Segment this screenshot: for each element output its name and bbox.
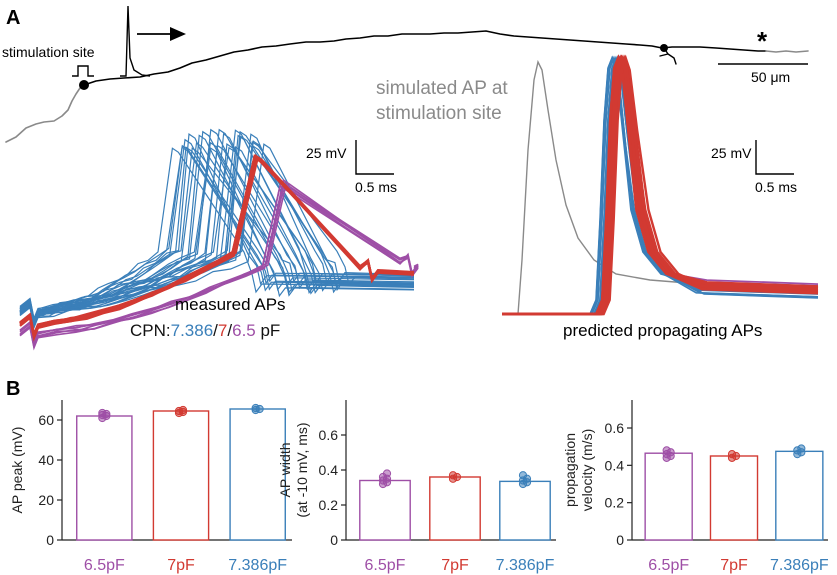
measured-aps-title: measured APs: [175, 295, 286, 314]
panel-a-label: A: [6, 7, 20, 29]
cpn-sep-2: /: [227, 321, 232, 340]
y-tick-label: 0.6: [605, 420, 625, 436]
data-point: [251, 403, 260, 413]
y-tick-label: 40: [38, 452, 54, 468]
bar: [359, 479, 411, 541]
predicted-aps-title: predicted propagating APs: [563, 321, 762, 340]
measured-trace-blue: [19, 140, 415, 327]
y-tick-label: 0: [330, 532, 338, 548]
axon-swelling: [660, 44, 668, 52]
y-axis-title: AP width: [277, 443, 293, 498]
bar: [775, 450, 824, 541]
bar: [499, 480, 551, 541]
y-tick-label: 20: [38, 492, 54, 508]
simulated-ap-label-line1: simulated AP at: [376, 78, 508, 99]
panel-b-label: B: [6, 378, 20, 400]
bar: [429, 476, 481, 541]
axon-gray-end: [765, 50, 809, 53]
y-tick-label: 0.2: [319, 497, 339, 513]
cpn-red: 7: [218, 321, 227, 340]
data-point: [382, 469, 392, 478]
y-axis-title: propagation: [562, 433, 578, 507]
category-label: 7.386pF: [228, 557, 287, 574]
data-point: [98, 408, 107, 418]
bar: [152, 410, 210, 541]
dendrite-gray-left: [5, 84, 85, 143]
category-label: 6.5pF: [84, 557, 125, 574]
data-point: [448, 471, 458, 480]
y-tick-label: 60: [38, 412, 54, 428]
measured-trace-purple: [19, 181, 419, 346]
stimulation-site-label: stimulation site: [2, 44, 95, 60]
bar-chart-propagation-velocity: 0 0.2 0.4 0.6 propagation velocity (m/s) 6.5pF…: [562, 400, 829, 574]
predicted-trace-red: [502, 54, 819, 316]
predicted-trace-red: [502, 54, 819, 316]
recording-site-asterisk: *: [757, 26, 768, 56]
y-tick-label: 0.4: [605, 457, 625, 473]
data-point: [662, 446, 671, 455]
category-label: 7pF: [167, 557, 195, 574]
bar: [76, 415, 133, 541]
ap-glyph-icon: [120, 5, 151, 77]
data-point: [797, 444, 806, 453]
bar: [644, 452, 693, 541]
category-label: 7.386pF: [770, 557, 829, 574]
predicted-trace-blue: [502, 55, 819, 315]
morphology-scale-label: 50 μm: [751, 69, 790, 85]
measured-trace-blue: [19, 143, 415, 326]
cpn-blue: 7.386: [171, 321, 214, 340]
data-point: [727, 450, 737, 459]
category-label: 6.5pF: [648, 557, 689, 574]
category-label: 7pF: [720, 557, 748, 574]
bar: [709, 455, 759, 541]
measured-ap-traces: [19, 128, 419, 351]
y-tick-label: 0.6: [319, 427, 339, 443]
stimulus-pulse-icon: [72, 65, 94, 77]
y-axis-title-line2: velocity (m/s): [579, 429, 595, 511]
measured-scale-time: 0.5 ms: [355, 179, 397, 195]
category-label: 7.386pF: [496, 557, 555, 574]
bar-chart-ap-peak: 0 20 40 60 AP peak (mV) 6.5pF 7pF 7.386pF: [9, 400, 292, 574]
cpn-prefix: CPN:: [130, 321, 171, 340]
simulated-ap-label-line2: stimulation site: [376, 103, 502, 124]
measured-scale-voltage: 25 mV: [306, 145, 347, 161]
predicted-scale-voltage: 25 mV: [711, 145, 752, 161]
simulated-ap-trace: [502, 59, 819, 315]
neuron-morphology: [5, 30, 809, 143]
measured-trace-red: [19, 154, 415, 340]
bar: [229, 408, 286, 541]
arrowhead-icon: [170, 27, 186, 41]
category-label: 7pF: [441, 557, 469, 574]
data-point: [518, 471, 528, 480]
measured-trace-blue: [19, 134, 415, 327]
predicted-scale-time: 0.5 ms: [755, 179, 797, 195]
predicted-scale-bar: [755, 140, 794, 175]
category-label: 6.5pF: [365, 557, 406, 574]
y-axis-title-line2: (at -10 mV, ms): [294, 422, 310, 517]
bar-chart-ap-width: 0 0.2 0.4 0.6 AP width (at -10 mV, ms) 6.5pF 7p…: [277, 400, 556, 574]
y-axis-title: AP peak (mV): [9, 427, 25, 514]
cpn-sep-1: /: [213, 321, 218, 340]
axon-black: [83, 30, 767, 86]
predicted-ap-traces: [502, 54, 819, 316]
y-tick-label: 0: [46, 532, 54, 548]
cpn-purple: 6.5: [232, 321, 256, 340]
y-tick-label: 0.2: [605, 495, 625, 511]
measured-scale-bar: [355, 140, 394, 175]
soma: [79, 80, 89, 90]
cpn-unit: pF: [256, 321, 281, 340]
y-tick-label: 0.4: [319, 462, 339, 478]
data-point: [178, 405, 188, 415]
y-tick-label: 0: [616, 532, 624, 548]
cpn-legend: CPN:7.386/7/6.5 pF: [130, 321, 280, 340]
measured-trace-purple: [19, 183, 419, 349]
